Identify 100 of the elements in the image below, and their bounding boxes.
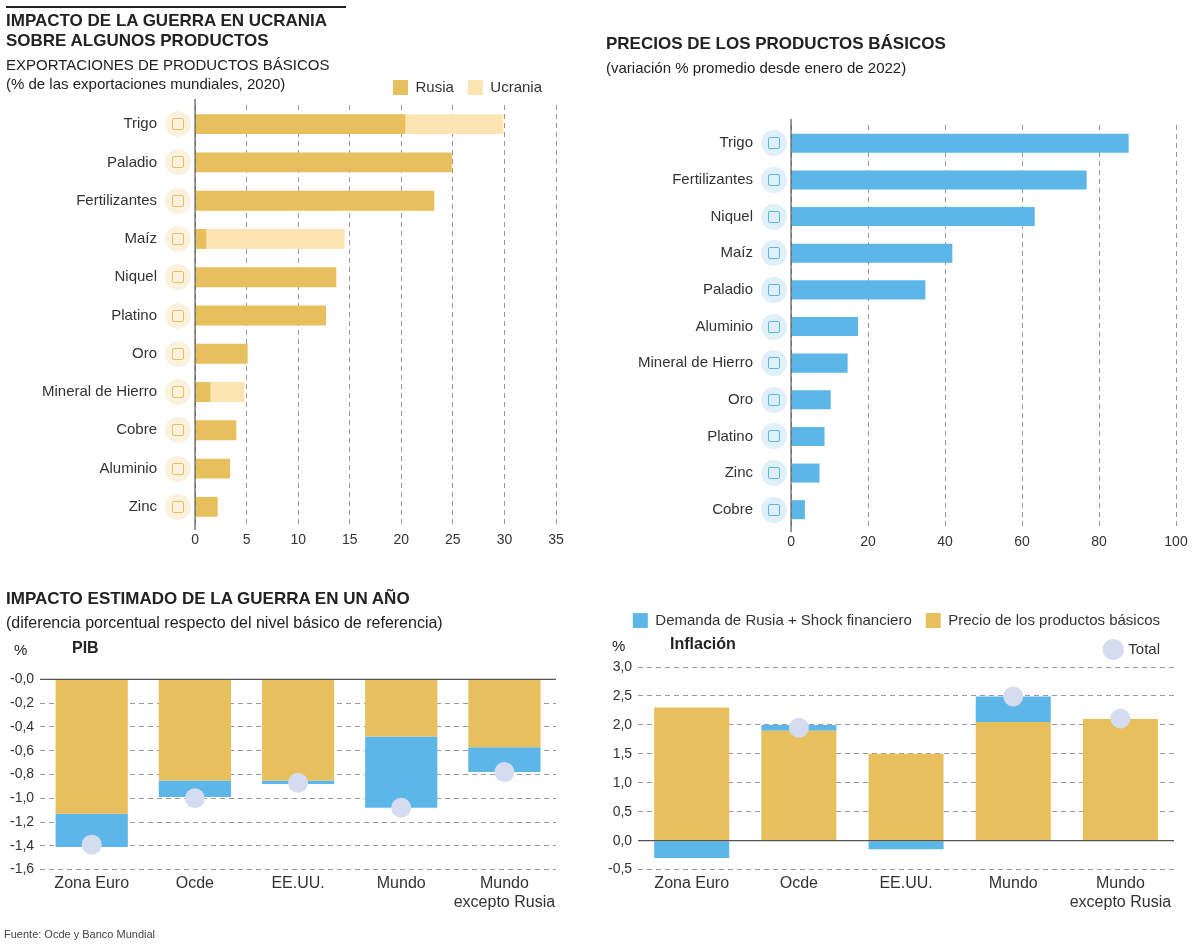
bar (791, 207, 1035, 227)
bar (158, 780, 231, 798)
y-tick-label: 0,5 (612, 802, 633, 819)
x-tick-label: Mundo excepto Rusia (1069, 873, 1172, 910)
x-tick-label: 20 (393, 531, 410, 548)
x-tick-label: 60 (1014, 533, 1031, 550)
y-tick-label: -0,6 (10, 741, 35, 758)
chart-subtitle: (variación % promedio desde enero de 2022) (606, 58, 908, 77)
bar (791, 243, 953, 263)
bar (975, 721, 1051, 841)
y-axis-title: % (612, 637, 626, 654)
y-tick-label: Niquel (114, 267, 158, 285)
text: PIB (72, 639, 99, 657)
bar (791, 390, 831, 410)
bar (195, 382, 211, 402)
x-tick-label: 5 (242, 531, 251, 548)
bar (195, 114, 406, 135)
bar (210, 382, 245, 402)
point (1003, 686, 1024, 707)
point (184, 788, 205, 809)
bar (195, 152, 452, 173)
bar (468, 679, 541, 748)
y-tick-label: Aluminio (99, 458, 158, 476)
x-tick-label: EE.UU. (879, 873, 933, 891)
legend-label: Precio de los productos básicos (948, 610, 1160, 628)
bar (761, 730, 837, 841)
x-tick-label: EE.UU. (271, 873, 325, 891)
y-tick-label: -0,5 (608, 860, 633, 877)
chart-title: IMPACTO ESTIMADO DE LA GUERRA EN UN AÑO (6, 589, 411, 609)
y-tick-label: -1,0 (10, 789, 35, 806)
x-tick-label: Zona Euro (654, 873, 730, 891)
y-tick-label: -1,2 (10, 812, 35, 829)
y-tick-label: 2,5 (612, 686, 633, 703)
y-tick-label: 2,0 (612, 715, 633, 732)
bar (868, 753, 944, 841)
legend-label: Ucrania (490, 77, 543, 95)
bar (791, 463, 820, 483)
y-tick-label: 0,0 (612, 831, 633, 848)
x-tick-label: Mundo (988, 873, 1038, 891)
y-tick-label: Oro (132, 343, 158, 361)
y-tick-label: Niquel (710, 206, 754, 224)
x-tick-label: 30 (496, 531, 513, 548)
x-tick-label: Mundo (376, 873, 426, 891)
y-tick-label: -1,4 (10, 836, 35, 853)
bar (868, 841, 944, 850)
bar (791, 353, 848, 373)
point (1110, 708, 1131, 729)
chart-subtitle: EXPORTACIONES DE PRODUCTOS BÁSICOS (% de las exportaciones mundiales, 2020) (6, 55, 331, 93)
bar (158, 679, 231, 781)
y-tick-label: Fertilizantes (672, 170, 754, 188)
y-tick-label: 3,0 (612, 657, 633, 674)
chart-subtitle: (diferencia porcentual respecto del nivel básico de referencia) (6, 613, 444, 632)
y-tick-label: Cobre (712, 499, 754, 517)
bar (791, 316, 859, 337)
y-tick-label: -1,6 (10, 860, 35, 877)
bar (791, 426, 825, 446)
source-note: Fuente: Ocde y Banco Mundial (4, 928, 156, 940)
y-tick-label: Maíz (124, 229, 158, 247)
x-tick-label: 80 (1091, 533, 1108, 550)
point (288, 772, 309, 793)
y-axis-title: % (14, 641, 28, 658)
text: Inflación (670, 635, 736, 653)
y-tick-label: 1,5 (612, 744, 633, 761)
y-tick-label: Oro (728, 389, 754, 407)
x-tick-label: 40 (937, 533, 954, 550)
bar (468, 747, 541, 773)
y-tick-label: Paladio (106, 152, 158, 170)
bar (791, 170, 1087, 190)
bar (791, 500, 805, 520)
bar (365, 679, 438, 737)
y-tick-label: -0,8 (10, 765, 35, 782)
y-tick-label: Mineral de Hierro (637, 353, 754, 371)
y-tick-label: Aluminio (695, 316, 754, 334)
y-tick-label: Trigo (123, 114, 158, 132)
legend-label: Rusia (415, 77, 455, 95)
point (391, 797, 412, 818)
x-tick-label: 20 (860, 533, 877, 550)
bar (195, 190, 435, 211)
bar (195, 343, 248, 364)
x-tick-label: Ocde (779, 873, 819, 891)
bar (195, 420, 237, 441)
bar (195, 305, 327, 326)
bar (1082, 719, 1158, 841)
point (494, 762, 515, 783)
bar (195, 267, 337, 288)
y-tick-label: 1,0 (612, 773, 633, 790)
bar (791, 133, 1129, 153)
x-tick-label: Zona Euro (54, 873, 130, 891)
y-tick-label: -0,4 (10, 717, 35, 734)
bar (405, 114, 504, 135)
y-tick-label: Mineral de Hierro (41, 382, 158, 400)
bar (791, 280, 926, 300)
x-tick-label: 15 (341, 531, 358, 548)
bar (975, 696, 1051, 722)
bar (55, 679, 128, 814)
y-tick-label: Trigo (719, 133, 754, 151)
y-tick-label: -0,0 (10, 670, 35, 687)
point (788, 717, 809, 738)
bar (195, 496, 218, 517)
x-tick-label: 25 (445, 531, 461, 548)
